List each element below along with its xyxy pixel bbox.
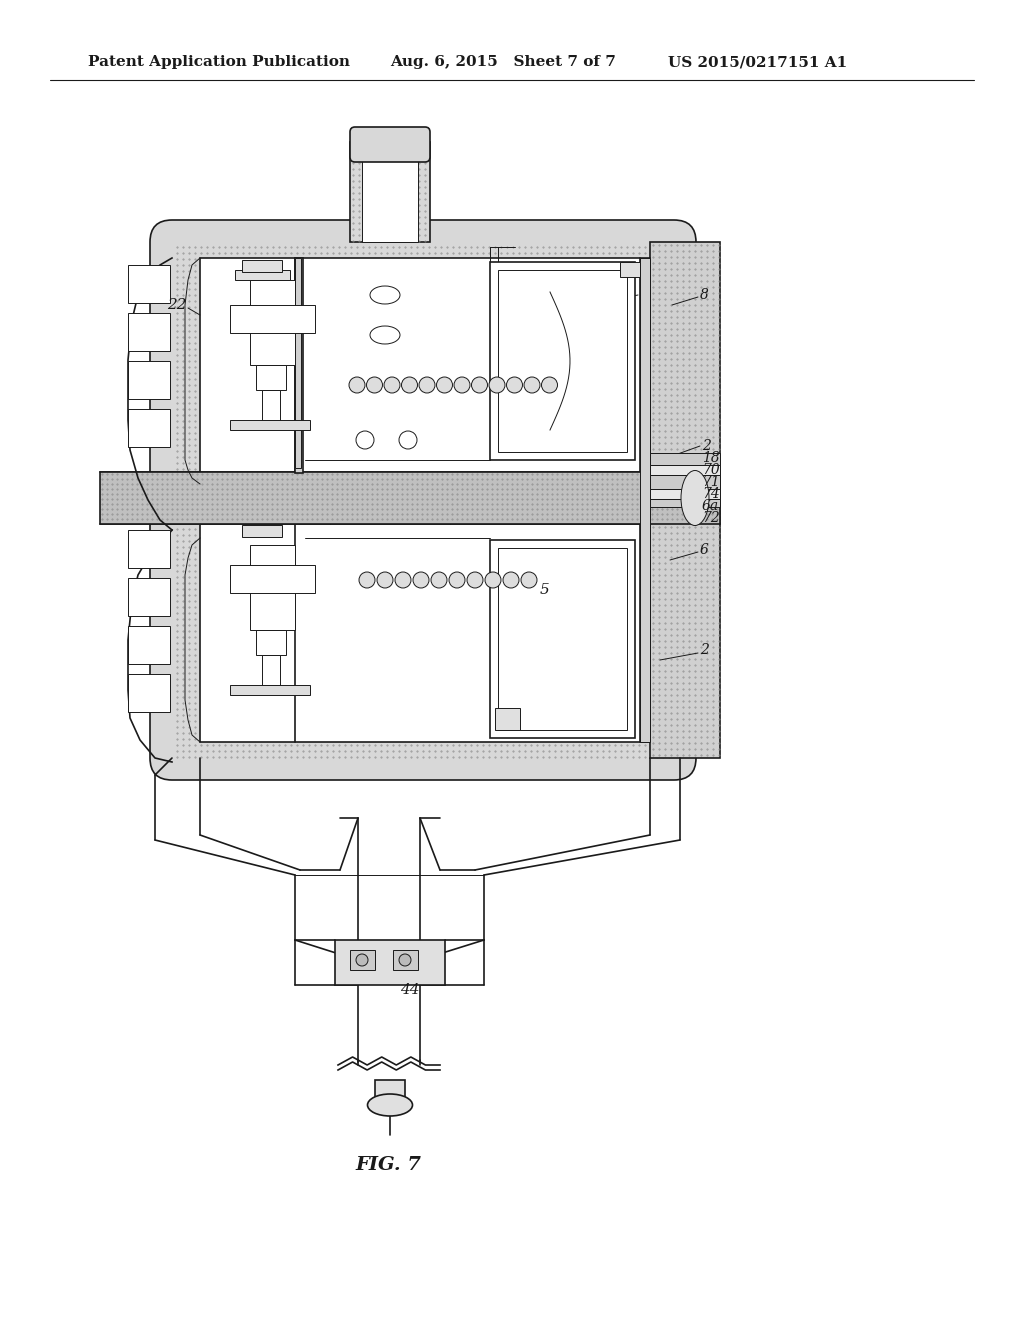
Bar bbox=[362, 147, 418, 242]
Bar bbox=[230, 420, 310, 430]
Bar bbox=[350, 143, 430, 242]
Circle shape bbox=[356, 432, 374, 449]
Bar bbox=[650, 475, 720, 488]
Text: Aug. 6, 2015   Sheet 7 of 7: Aug. 6, 2015 Sheet 7 of 7 bbox=[390, 55, 615, 69]
Bar bbox=[393, 950, 418, 970]
Bar bbox=[650, 242, 720, 758]
Circle shape bbox=[399, 954, 411, 966]
Bar bbox=[262, 389, 280, 420]
Bar bbox=[650, 499, 720, 507]
Bar bbox=[498, 548, 627, 730]
Bar bbox=[350, 950, 375, 970]
Text: 74: 74 bbox=[702, 487, 720, 502]
Bar bbox=[256, 630, 286, 655]
Bar bbox=[650, 488, 720, 499]
Bar bbox=[234, 271, 290, 280]
Bar bbox=[128, 578, 170, 616]
Circle shape bbox=[384, 378, 400, 393]
Circle shape bbox=[454, 378, 470, 393]
Bar bbox=[250, 545, 295, 630]
Ellipse shape bbox=[368, 1094, 413, 1115]
Text: 2: 2 bbox=[702, 440, 711, 453]
Circle shape bbox=[359, 572, 375, 587]
Bar bbox=[495, 708, 520, 730]
Circle shape bbox=[524, 378, 540, 393]
Text: 44: 44 bbox=[400, 983, 420, 997]
Circle shape bbox=[431, 572, 447, 587]
Circle shape bbox=[485, 572, 501, 587]
Bar bbox=[620, 261, 640, 277]
Circle shape bbox=[401, 378, 418, 393]
Text: 72: 72 bbox=[702, 511, 720, 525]
Bar bbox=[256, 366, 286, 389]
Bar bbox=[295, 257, 303, 473]
Text: 8: 8 bbox=[700, 288, 709, 302]
Circle shape bbox=[449, 572, 465, 587]
Circle shape bbox=[542, 378, 557, 393]
Circle shape bbox=[436, 378, 453, 393]
Text: 5: 5 bbox=[540, 583, 550, 597]
Ellipse shape bbox=[370, 326, 400, 345]
Bar bbox=[498, 271, 627, 451]
Bar bbox=[295, 257, 301, 469]
Bar bbox=[335, 940, 445, 985]
Bar bbox=[650, 453, 720, 465]
Bar bbox=[242, 260, 282, 272]
Bar bbox=[640, 257, 650, 742]
Circle shape bbox=[349, 378, 365, 393]
Circle shape bbox=[521, 572, 537, 587]
Circle shape bbox=[471, 378, 487, 393]
Text: Patent Application Publication: Patent Application Publication bbox=[88, 55, 350, 69]
FancyBboxPatch shape bbox=[150, 220, 696, 780]
Bar bbox=[230, 685, 310, 696]
Ellipse shape bbox=[681, 470, 709, 525]
Bar bbox=[100, 473, 720, 524]
Text: 2: 2 bbox=[700, 643, 709, 657]
Text: 70: 70 bbox=[702, 463, 720, 477]
Bar bbox=[250, 280, 295, 366]
Bar bbox=[128, 313, 170, 351]
Bar bbox=[128, 531, 170, 568]
Bar bbox=[128, 265, 170, 304]
Text: FIG. 7: FIG. 7 bbox=[355, 1156, 421, 1173]
Circle shape bbox=[367, 378, 383, 393]
Circle shape bbox=[399, 432, 417, 449]
Circle shape bbox=[395, 572, 411, 587]
Circle shape bbox=[377, 572, 393, 587]
Bar bbox=[230, 565, 315, 593]
Bar bbox=[128, 675, 170, 711]
Bar bbox=[200, 257, 650, 742]
Ellipse shape bbox=[370, 286, 400, 304]
Bar bbox=[375, 1080, 406, 1100]
FancyBboxPatch shape bbox=[350, 127, 430, 162]
Text: US 2015/0217151 A1: US 2015/0217151 A1 bbox=[668, 55, 847, 69]
Text: 18: 18 bbox=[702, 451, 720, 465]
Circle shape bbox=[503, 572, 519, 587]
Bar bbox=[128, 409, 170, 447]
Circle shape bbox=[356, 954, 368, 966]
Circle shape bbox=[419, 378, 435, 393]
Circle shape bbox=[507, 378, 522, 393]
Bar bbox=[490, 261, 635, 459]
Bar bbox=[650, 465, 720, 475]
Bar bbox=[128, 360, 170, 399]
Circle shape bbox=[489, 378, 505, 393]
Bar bbox=[242, 525, 282, 537]
Circle shape bbox=[413, 572, 429, 587]
Circle shape bbox=[467, 572, 483, 587]
Bar bbox=[230, 305, 315, 333]
Text: 6a: 6a bbox=[702, 499, 719, 513]
Text: 22: 22 bbox=[167, 298, 186, 312]
Bar bbox=[490, 540, 635, 738]
Bar bbox=[262, 655, 280, 685]
Bar bbox=[128, 626, 170, 664]
Text: 6: 6 bbox=[700, 543, 709, 557]
Text: 71: 71 bbox=[702, 475, 720, 488]
